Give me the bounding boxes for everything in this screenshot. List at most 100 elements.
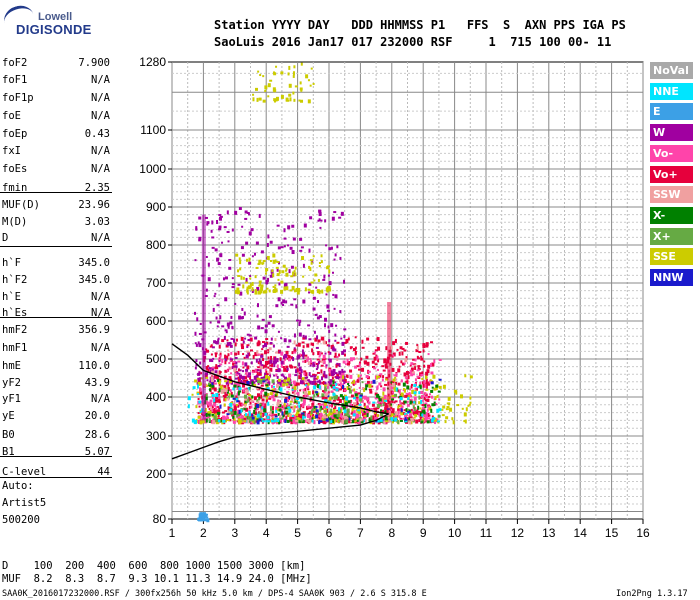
echo-point [376,416,379,421]
echo-point [339,407,343,410]
echo-point [407,410,411,413]
param-row: fmin 2.35 [2,182,110,196]
echo-point [257,325,261,330]
echo-point [232,415,235,419]
echo-point [316,316,320,320]
echo-point [313,375,317,378]
echo-point [197,393,200,396]
echo-point [354,380,357,385]
echo-point [433,401,436,404]
echo-point [354,393,358,397]
echo-point [332,409,336,414]
echo-point [217,339,220,343]
echo-point [286,354,290,359]
echo-point [264,412,268,416]
echo-point [338,353,341,357]
echo-point [227,416,230,420]
echo-point [262,260,266,263]
echo-point [293,98,296,102]
echo-point [294,266,297,270]
echo-point [280,301,283,305]
echo-point [456,404,460,407]
echo-point [230,394,234,398]
echo-point [365,355,369,359]
param-value: N/A [91,291,110,303]
echo-point [424,383,427,388]
echo-point [298,362,301,367]
echo-point [463,420,466,423]
echo-point [324,323,327,328]
echo-point [391,420,394,424]
echo-point [238,372,241,375]
echo-point [332,386,336,390]
echo-point [372,352,376,355]
echo-point [246,393,250,396]
echo-point [333,307,336,310]
echo-point [223,385,227,389]
echo-point [235,398,238,403]
echo-point [229,321,233,325]
echo-point [349,386,352,391]
param-name: h`E [2,291,21,303]
param-name: M(D) [2,216,28,228]
echo-point [285,350,289,355]
echo-point [308,338,312,341]
echo-point [226,342,230,347]
echo-point [313,279,316,282]
echo-point [359,395,363,399]
echo-point [392,378,396,382]
echo-point [306,413,310,418]
echo-point [322,340,326,345]
echo-point [266,255,270,260]
echo-point [324,374,328,379]
echo-point [298,99,301,102]
echo-point [242,389,245,393]
echo-point [256,350,259,355]
echo-point [346,358,349,363]
echo-point [239,402,243,407]
echo-point [280,337,283,340]
echo-point [406,385,410,390]
echo-point [264,350,268,355]
echo-point [286,345,290,348]
echo-point [198,236,202,240]
echo-point [230,372,233,375]
echo-point [238,387,242,391]
echo-point [271,394,275,399]
echo-point [272,253,276,258]
echo-point [282,383,286,387]
echo-point [228,258,232,261]
echo-point [391,408,395,413]
echo-point [413,416,416,419]
echo-point [385,420,389,423]
echo-point [214,248,218,252]
echo-point [336,341,340,344]
echo-point [344,405,348,409]
echo-point [422,383,425,388]
param-row: yE 20.0 [2,410,110,424]
echo-point [248,231,252,236]
echo-point [433,359,436,364]
echo-point [251,291,254,294]
echo-point [342,360,346,364]
echo-point [293,396,296,399]
echo-point [302,388,305,391]
echo-point [312,296,316,300]
echo-point [213,295,216,298]
echo-point [342,395,345,400]
echo-point [406,380,409,385]
echo-point [441,414,445,417]
echo-point [302,360,305,363]
echo-point [284,356,287,361]
echo-point [326,383,329,387]
echo-point [357,374,360,378]
echo-point [288,339,292,343]
echo-point [271,363,274,368]
echo-point [309,416,313,420]
echo-point [356,400,359,405]
echo-point [447,396,451,401]
echo-point [235,361,238,365]
echo-point [325,293,328,296]
echo-point [306,382,309,385]
echo-point [315,368,318,371]
